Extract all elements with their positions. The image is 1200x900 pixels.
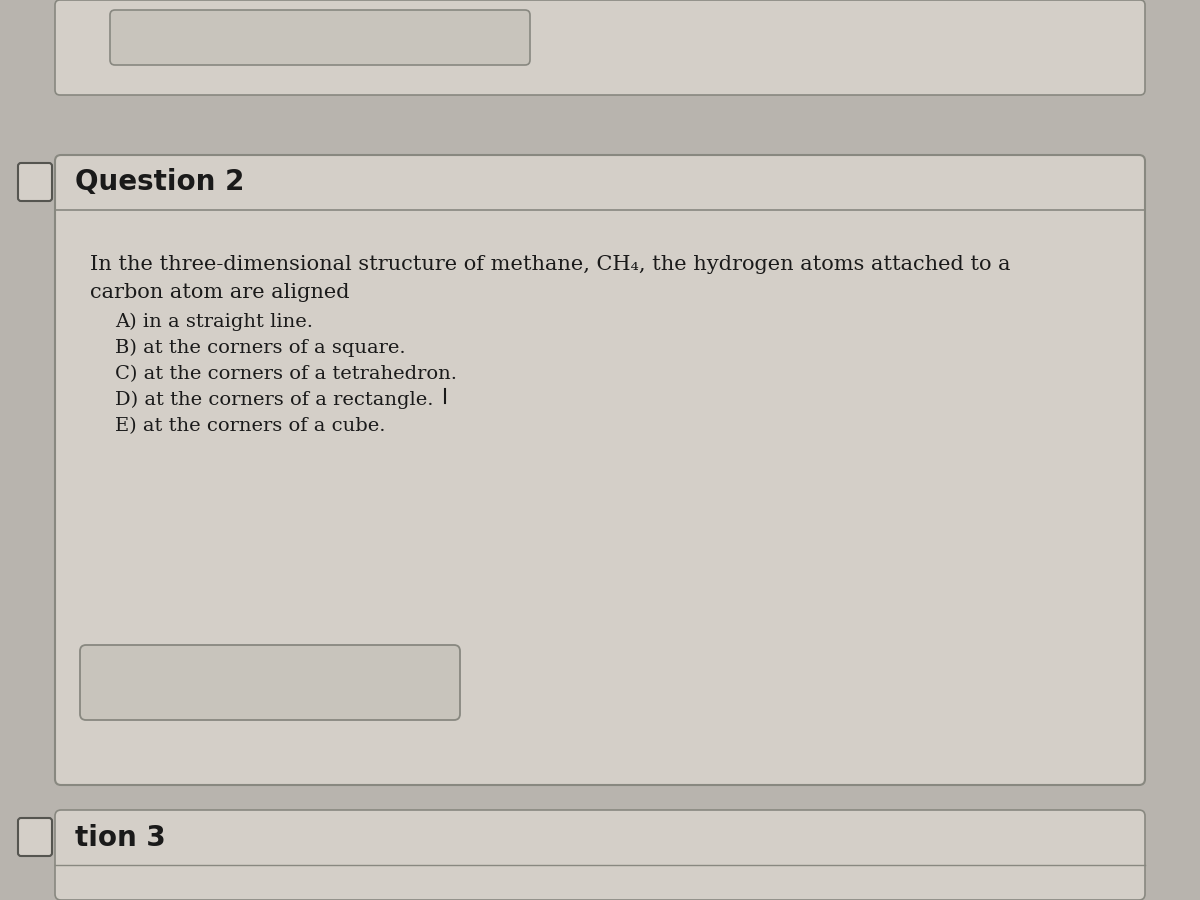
Text: tion 3: tion 3 [74, 824, 166, 851]
FancyBboxPatch shape [55, 0, 1145, 95]
Text: D) at the corners of a rectangle.: D) at the corners of a rectangle. [115, 391, 433, 410]
Text: In the three-dimensional structure of methane, CH₄, the hydrogen atoms attached : In the three-dimensional structure of me… [90, 255, 1010, 274]
FancyBboxPatch shape [55, 155, 1145, 785]
FancyBboxPatch shape [18, 818, 52, 856]
Text: Question 2: Question 2 [74, 168, 245, 196]
FancyBboxPatch shape [18, 163, 52, 201]
Text: E) at the corners of a cube.: E) at the corners of a cube. [115, 417, 385, 435]
Text: A) in a straight line.: A) in a straight line. [115, 313, 313, 331]
FancyBboxPatch shape [110, 10, 530, 65]
Text: carbon atom are aligned: carbon atom are aligned [90, 283, 349, 302]
FancyBboxPatch shape [55, 810, 1145, 900]
FancyBboxPatch shape [80, 645, 460, 720]
Text: C) at the corners of a tetrahedron.: C) at the corners of a tetrahedron. [115, 365, 457, 383]
Text: B) at the corners of a square.: B) at the corners of a square. [115, 339, 406, 357]
